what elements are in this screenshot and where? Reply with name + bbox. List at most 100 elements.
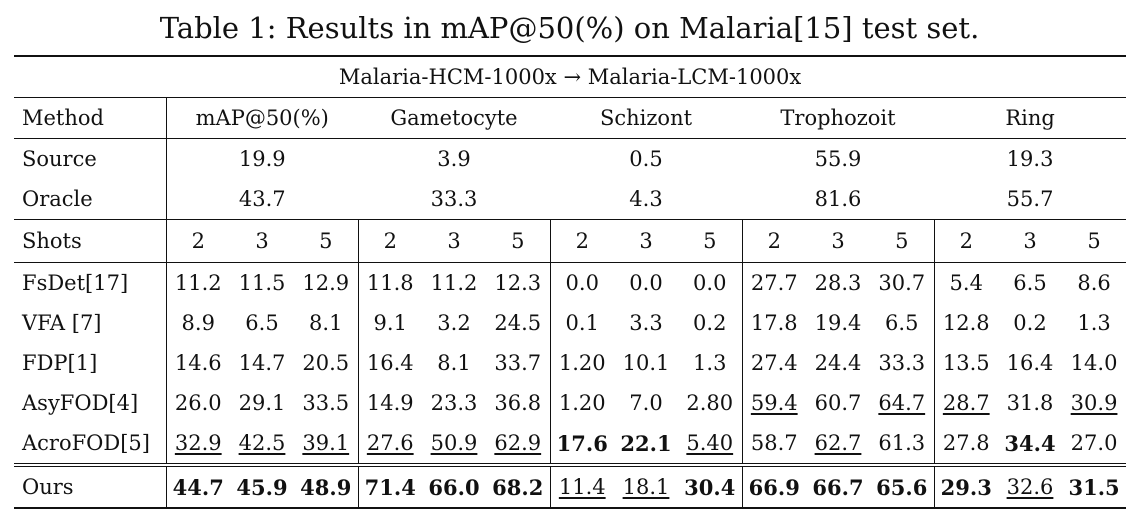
result-value: 1.20: [558, 351, 606, 375]
baseline-value: 55.7: [1006, 187, 1054, 211]
result-value: 14.9: [366, 391, 414, 415]
ours-value: 44.7: [172, 474, 224, 500]
result-value: 36.8: [494, 391, 542, 415]
result-value: 17.8: [750, 311, 798, 335]
result-value: 61.3: [878, 431, 926, 455]
result-value: 0.0: [565, 271, 599, 295]
method-name: FsDet[17]: [14, 262, 166, 303]
result-value: 6.5: [1013, 271, 1047, 295]
result-value: 30.7: [878, 271, 926, 295]
result-value: 64.7: [878, 391, 926, 415]
result-value: 8.1: [309, 311, 343, 335]
method-name: AsyFOD[4]: [22, 391, 139, 415]
result-value: 24.4: [814, 351, 862, 375]
ours-value: 66.9: [748, 474, 800, 500]
result-value: 12.8: [942, 311, 990, 335]
result-value: 14.7: [238, 351, 286, 375]
shots-value: 2: [383, 229, 397, 253]
shots-value: 5: [703, 229, 717, 253]
result-value: 16.4: [366, 351, 414, 375]
result-value: 12.3: [494, 271, 542, 295]
result-value: 9.1: [373, 311, 407, 335]
result-value: 32.9: [174, 431, 222, 455]
ours-name: Ours: [14, 463, 166, 509]
shots-value: 3: [255, 229, 269, 253]
result-value: 0.0: [629, 271, 663, 295]
ours-value: 65.6: [876, 474, 928, 500]
result-value: 31.8: [1006, 391, 1054, 415]
result-value: 34.4: [1004, 430, 1056, 456]
result-value: 6.5: [885, 311, 919, 335]
result-value: 30.9: [1070, 391, 1118, 415]
shots-value: 5: [1087, 229, 1101, 253]
method-name: FDP[1]: [22, 351, 98, 375]
baseline-name: Source: [14, 138, 166, 179]
result-value: 10.1: [622, 351, 670, 375]
method-name: AcroFOD[5]: [22, 431, 150, 455]
result-value: 62.7: [814, 431, 862, 455]
result-value: 27.8: [942, 431, 990, 455]
ours-value: 68.2: [492, 474, 544, 500]
table-caption: Table 1: Results in mAP@50(%) on Malaria…: [159, 11, 980, 45]
result-value: 58.7: [750, 431, 798, 455]
result-value: 22.1: [620, 430, 672, 456]
result-value: 1.20: [558, 391, 606, 415]
shots-value: 2: [575, 229, 589, 253]
result-value: 59.4: [750, 391, 798, 415]
shots-value: 5: [511, 229, 525, 253]
result-value: 24.5: [494, 311, 542, 335]
baseline-value: 81.6: [814, 187, 862, 211]
result-value: 14.6: [174, 351, 222, 375]
result-value: 1.3: [1077, 311, 1111, 335]
baseline-value: 43.7: [165, 179, 358, 220]
result-value: 42.5: [238, 431, 286, 455]
ours-value: 18.1: [622, 475, 670, 499]
ours-value: 11.4: [558, 475, 606, 499]
result-value: 60.7: [814, 391, 862, 415]
result-value: 33.7: [494, 351, 542, 375]
result-value: 50.9: [430, 431, 478, 455]
result-value: 26.0: [174, 391, 222, 415]
result-value: 0.1: [565, 311, 599, 335]
result-value: 16.4: [1006, 351, 1054, 375]
baseline-value: 19.9: [165, 138, 358, 179]
result-value: 8.6: [1077, 271, 1111, 295]
baseline-value: 19.3: [934, 138, 1127, 179]
result-value: 29.1: [238, 391, 286, 415]
result-value: 0.2: [1013, 311, 1047, 335]
shots-value: 2: [191, 229, 205, 253]
shots-label: Shots: [14, 219, 166, 263]
result-value: 0.0: [693, 271, 727, 295]
result-value: 62.9: [494, 431, 542, 455]
map-header: mAP@50(%): [165, 97, 358, 139]
baseline-value: 33.3: [430, 187, 478, 211]
ours-value: 29.3: [940, 474, 992, 500]
ring-header: Ring: [934, 97, 1127, 139]
result-value: 6.5: [245, 311, 279, 335]
result-value: 11.2: [174, 271, 222, 295]
shots-value: 5: [895, 229, 909, 253]
results-table: Malaria-HCM-1000x → Malaria-LCM-1000x Me…: [14, 55, 1127, 509]
baseline-value: 4.3: [629, 187, 663, 211]
method-header: Method: [14, 97, 166, 139]
result-value: 1.3: [693, 351, 727, 375]
shots-value: 3: [1023, 229, 1037, 253]
ours-value: 31.5: [1068, 474, 1120, 500]
result-value: 39.1: [302, 431, 350, 455]
ours-value: 48.9: [300, 474, 352, 500]
result-value: 17.6: [556, 430, 608, 456]
shots-value: 3: [639, 229, 653, 253]
schizont-header: Schizont: [550, 97, 742, 139]
domain-shift-header: Malaria-HCM-1000x → Malaria-LCM-1000x: [14, 55, 1127, 98]
gametocyte-header: Gametocyte: [358, 97, 550, 139]
ours-value: 45.9: [236, 474, 288, 500]
ours-value: 30.4: [684, 474, 736, 500]
result-value: 27.6: [366, 431, 414, 455]
result-value: 5.40: [686, 431, 734, 455]
result-value: 27.0: [1070, 431, 1118, 455]
trophozoit-header: Trophozoit: [742, 97, 934, 139]
result-value: 8.9: [181, 311, 215, 335]
ours-value: 32.6: [1006, 475, 1054, 499]
baseline-value: 3.9: [358, 138, 550, 179]
shots-value: 3: [447, 229, 461, 253]
